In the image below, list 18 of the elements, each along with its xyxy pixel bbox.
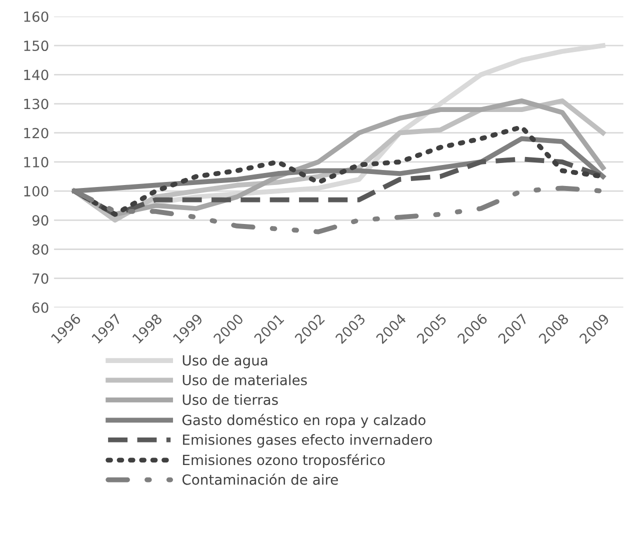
- y-tick-label: 130: [24, 98, 48, 110]
- y-tick-label: 160: [24, 11, 48, 22]
- y-tick-label: 60: [32, 302, 48, 313]
- y-tick-label: 70: [32, 273, 48, 284]
- y-tick-label: 110: [24, 156, 48, 168]
- legend-label: Gasto doméstico en ropa y calzado: [182, 414, 426, 428]
- legend-label: Emisiones gases efecto invernadero: [183, 434, 432, 448]
- y-tick-label: 140: [24, 70, 48, 80]
- legend-label: Uso de agua: [182, 354, 268, 368]
- legend-label: Uso de materiales: [182, 374, 307, 386]
- y-tick-label: 120: [24, 128, 48, 138]
- legend-label: Uso de tierras: [182, 394, 278, 405]
- y-tick-label: 80: [32, 244, 48, 255]
- y-tick-label: 150: [24, 40, 48, 52]
- y-tick-label: 90: [32, 215, 48, 226]
- y-tick-label: 100: [24, 186, 48, 197]
- legend-label: Contaminación de aire: [182, 474, 338, 485]
- legend-label: Emisiones ozono troposférico: [183, 454, 385, 468]
